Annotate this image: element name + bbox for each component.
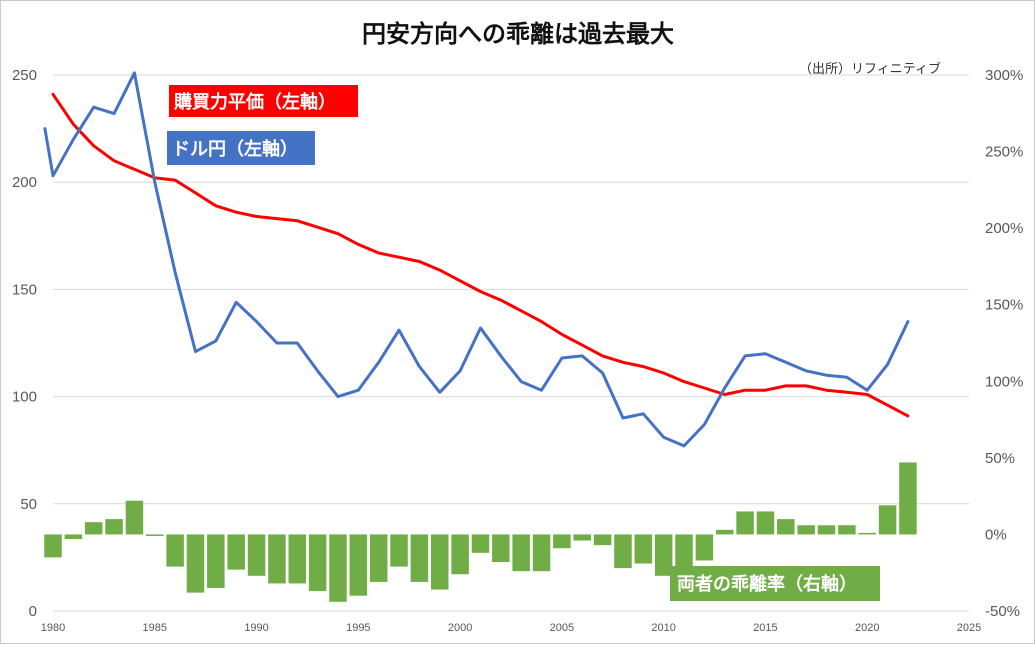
- divergence-bar: [146, 534, 164, 536]
- divergence-bar: [44, 534, 62, 558]
- x-tick-label: 2000: [448, 622, 472, 634]
- divergence-bar: [593, 534, 612, 546]
- divergence-bar: [390, 534, 408, 567]
- divergence-bar: [838, 525, 856, 535]
- source-note: （出所）リフィニティブ: [799, 61, 941, 77]
- divergence-bar: [695, 534, 714, 561]
- x-tick-label: 1995: [346, 622, 370, 634]
- left-tick-label: 100: [12, 389, 37, 406]
- divergence-bar: [715, 529, 734, 535]
- divergence-bar: [227, 534, 245, 570]
- right-tick-label: 150%: [985, 297, 1023, 314]
- divergence-series-label-text: 両者の乖離率（右軸）: [677, 573, 857, 595]
- divergence-bar: [84, 522, 103, 535]
- divergence-bar: [817, 525, 836, 535]
- left-tick-label: 150: [12, 281, 37, 298]
- x-tick-label: 1990: [244, 622, 268, 634]
- divergence-bar: [858, 532, 876, 535]
- gridlines: [53, 74, 969, 612]
- divergence-bar: [899, 462, 917, 535]
- x-tick-label: 1985: [143, 622, 167, 634]
- divergence-bar: [553, 534, 571, 549]
- divergence-bar: [756, 511, 775, 535]
- x-tick-label: 2020: [855, 622, 879, 634]
- divergence-bar: [492, 534, 510, 562]
- divergence-bar: [532, 534, 551, 572]
- divergence-bar: [654, 534, 673, 576]
- left-tick-label: 50: [20, 496, 37, 513]
- right-tick-label: 300%: [985, 67, 1023, 84]
- left-tick-label: 200: [12, 174, 37, 191]
- divergence-bar: [329, 534, 347, 602]
- ppp-series-label: 購買力平価（左軸）: [169, 85, 358, 117]
- right-tick-label: -50%: [985, 603, 1020, 620]
- divergence-bar: [431, 534, 449, 590]
- divergence-bar: [797, 525, 815, 535]
- right-tick-label: 250%: [985, 144, 1023, 161]
- x-tick-label: 2025: [957, 622, 981, 634]
- divergence-bar: [512, 534, 530, 572]
- line-series: [43, 71, 910, 448]
- right-tick-label: 100%: [985, 373, 1023, 390]
- divergence-bar: [349, 534, 368, 596]
- divergence-bar: [125, 500, 144, 535]
- right-axis-ticks: -50% 0% 50% 100% 150% 200% 250% 300%: [985, 67, 1023, 620]
- usdjpy-series-label-text: ドル円（左軸）: [172, 138, 298, 160]
- divergence-bar: [614, 534, 632, 569]
- divergence-bar: [207, 534, 225, 589]
- right-tick-label: 0%: [985, 526, 1007, 543]
- divergence-bar: [451, 534, 469, 575]
- divergence-bars: [44, 462, 917, 602]
- divergence-bar: [777, 519, 795, 535]
- chart-title: 円安方向への乖離は過去最大: [362, 20, 674, 48]
- left-tick-label: 250: [12, 67, 37, 84]
- divergence-bar: [186, 534, 205, 593]
- right-tick-label: 50%: [985, 450, 1015, 467]
- ppp-line: [51, 92, 910, 418]
- x-tick-label: 2005: [550, 622, 574, 634]
- x-tick-label: 2015: [753, 622, 777, 634]
- left-tick-label: 0: [29, 603, 37, 620]
- x-axis-ticks: 1980 1985 1990 1995 2000 2005 2010 2015 2020 2025: [41, 622, 981, 634]
- divergence-bar: [471, 534, 490, 553]
- divergence-bar: [166, 534, 184, 567]
- divergence-series-label: 両者の乖離率（右軸）: [670, 566, 880, 601]
- ppp-series-label-text: 購買力平価（左軸）: [173, 91, 336, 113]
- divergence-bar: [878, 505, 897, 535]
- usdjpy-series-label: ドル円（左軸）: [167, 131, 315, 165]
- right-tick-label: 200%: [985, 220, 1023, 237]
- x-tick-label: 2010: [651, 622, 675, 634]
- divergence-bar: [268, 534, 286, 584]
- divergence-bar: [288, 534, 307, 584]
- divergence-bar: [308, 534, 327, 592]
- divergence-bar: [736, 511, 754, 535]
- divergence-bar: [64, 534, 83, 540]
- x-tick-label: 1980: [41, 622, 65, 634]
- divergence-bar: [634, 534, 653, 564]
- divergence-bar: [410, 534, 429, 582]
- divergence-bar: [369, 534, 388, 582]
- divergence-bar: [105, 519, 123, 535]
- divergence-bar: [573, 534, 591, 541]
- divergence-bar: [247, 534, 266, 576]
- left-axis-ticks: 0 50 100 150 200 250: [12, 67, 37, 620]
- usdjpy-line: [43, 71, 910, 448]
